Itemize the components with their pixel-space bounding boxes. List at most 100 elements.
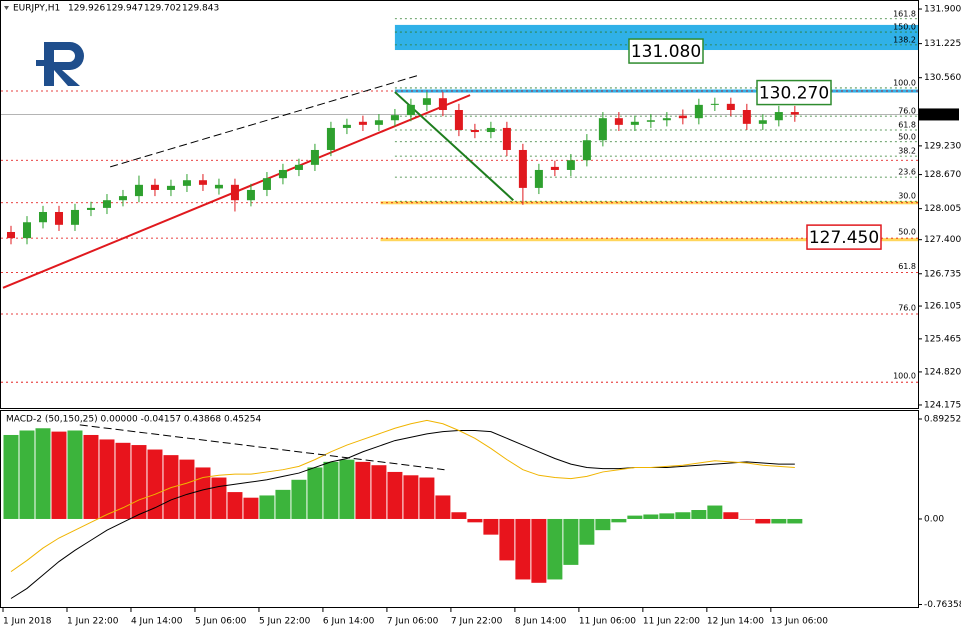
y-tick-label: 130.560 bbox=[924, 73, 961, 83]
trendline bbox=[110, 74, 420, 168]
macd-bar bbox=[515, 518, 531, 580]
fib-level-label: 138.2 bbox=[893, 35, 916, 44]
macd-bar bbox=[643, 514, 659, 519]
x-tick-label: 5 Jun 06:00 bbox=[195, 617, 247, 627]
macd-bar bbox=[35, 428, 51, 519]
fib-level-label: 100.0 bbox=[893, 78, 916, 87]
macd-bar bbox=[467, 518, 483, 523]
red-level-label: 61.8 bbox=[898, 262, 916, 271]
macd-bar bbox=[371, 465, 387, 519]
candle-body bbox=[710, 103, 719, 105]
candle-body bbox=[358, 121, 367, 125]
macd-bar bbox=[195, 467, 211, 519]
macd-bar bbox=[307, 467, 323, 519]
macd-line bbox=[10, 419, 795, 573]
fib-level-label: 50.0 bbox=[898, 132, 916, 141]
candle-body bbox=[582, 140, 591, 161]
macd-bar bbox=[675, 512, 691, 519]
candle-body bbox=[726, 103, 735, 110]
candle-body bbox=[294, 164, 303, 170]
macd-bar bbox=[147, 449, 163, 519]
macd-bar bbox=[531, 518, 547, 583]
macd-line bbox=[10, 429, 795, 599]
candle-body bbox=[150, 184, 159, 190]
candle-body bbox=[662, 118, 671, 121]
macd-bar bbox=[403, 475, 419, 519]
candle-body bbox=[390, 115, 399, 121]
current-price-label: 129.843 bbox=[921, 110, 958, 120]
macd-bar bbox=[115, 442, 131, 519]
macd-bar bbox=[755, 518, 771, 524]
macd-bar bbox=[787, 518, 803, 524]
x-tick-label: 7 Jun 06:00 bbox=[387, 617, 439, 627]
macd-bar bbox=[291, 479, 307, 519]
fib-level-label: 150.0 bbox=[893, 23, 916, 32]
candle-body bbox=[102, 200, 111, 208]
target-box bbox=[806, 224, 882, 250]
candle-body bbox=[534, 169, 543, 188]
candle-body bbox=[646, 120, 655, 122]
y-tick-label: 0.00 bbox=[924, 514, 944, 524]
y-tick-label: 125.465 bbox=[924, 334, 961, 344]
logo bbox=[44, 42, 84, 86]
y-tick-label: 131.900 bbox=[924, 5, 961, 15]
candle-body bbox=[198, 180, 207, 185]
fib-level-label: 61.8 bbox=[898, 120, 916, 129]
x-tick-label: 1 Jun 22:00 bbox=[67, 617, 119, 627]
x-tick-label: 4 Jun 14:00 bbox=[131, 617, 183, 627]
target-box bbox=[756, 79, 832, 106]
y-tick-label: 129.230 bbox=[924, 141, 961, 151]
y-tick-label: 127.400 bbox=[924, 235, 961, 245]
candle-body bbox=[614, 118, 623, 125]
header-close: 129.843 bbox=[182, 4, 219, 14]
candle-body bbox=[406, 104, 415, 116]
candle-body bbox=[566, 160, 575, 170]
macd-bar bbox=[707, 505, 723, 519]
fib-level-label: 161.8 bbox=[893, 9, 916, 18]
macd-bar bbox=[99, 439, 115, 519]
candle-body bbox=[86, 207, 95, 210]
candle-body bbox=[486, 127, 495, 133]
candle-body bbox=[454, 109, 463, 130]
macd-bar bbox=[355, 461, 371, 519]
fib-level-label: 76.0 bbox=[898, 107, 916, 116]
macd-bar bbox=[595, 518, 611, 531]
candle-body bbox=[502, 127, 511, 150]
y-tick-label: 126.735 bbox=[924, 269, 961, 279]
x-tick-label: 6 Jun 14:00 bbox=[323, 617, 375, 627]
candle-body bbox=[678, 115, 687, 119]
candle-body bbox=[758, 120, 767, 124]
y-tick-label: 131.225 bbox=[924, 39, 961, 49]
macd-bar bbox=[275, 489, 291, 519]
candle-body bbox=[278, 169, 287, 179]
y-tick-label: 128.005 bbox=[924, 204, 961, 214]
candle-body bbox=[422, 98, 431, 105]
macd-bar bbox=[131, 445, 147, 519]
macd-frame bbox=[0, 410, 919, 608]
zone bbox=[380, 238, 919, 242]
macd-bar bbox=[659, 513, 675, 519]
macd-bar bbox=[563, 518, 579, 565]
candle-body bbox=[54, 211, 63, 225]
candle-body bbox=[230, 184, 239, 201]
macd-bar bbox=[67, 430, 83, 519]
candle-body bbox=[262, 178, 271, 190]
candle-body bbox=[470, 129, 479, 133]
macd-title: MACD-2 (50,150,25) 0.00000 -0.04157 0.43… bbox=[6, 415, 261, 425]
macd-bar bbox=[579, 518, 595, 545]
candle-body bbox=[246, 189, 255, 201]
x-tick-label: 7 Jun 22:00 bbox=[451, 617, 503, 627]
y-tick-label: -0.76358 bbox=[924, 600, 961, 610]
candle-body bbox=[742, 109, 751, 124]
target-label: 131.080 bbox=[631, 42, 701, 62]
current-price-tag bbox=[919, 108, 959, 121]
candle-body bbox=[70, 209, 79, 225]
x-tick-label: 11 Jun 22:00 bbox=[643, 617, 700, 627]
target-label: 130.270 bbox=[759, 84, 829, 104]
candle-body bbox=[438, 98, 447, 110]
candle-body bbox=[598, 118, 607, 141]
x-tick-label: 13 Jun 06:00 bbox=[771, 617, 828, 627]
candle-body bbox=[118, 196, 127, 201]
x-tick-label: 12 Jun 14:00 bbox=[707, 617, 764, 627]
